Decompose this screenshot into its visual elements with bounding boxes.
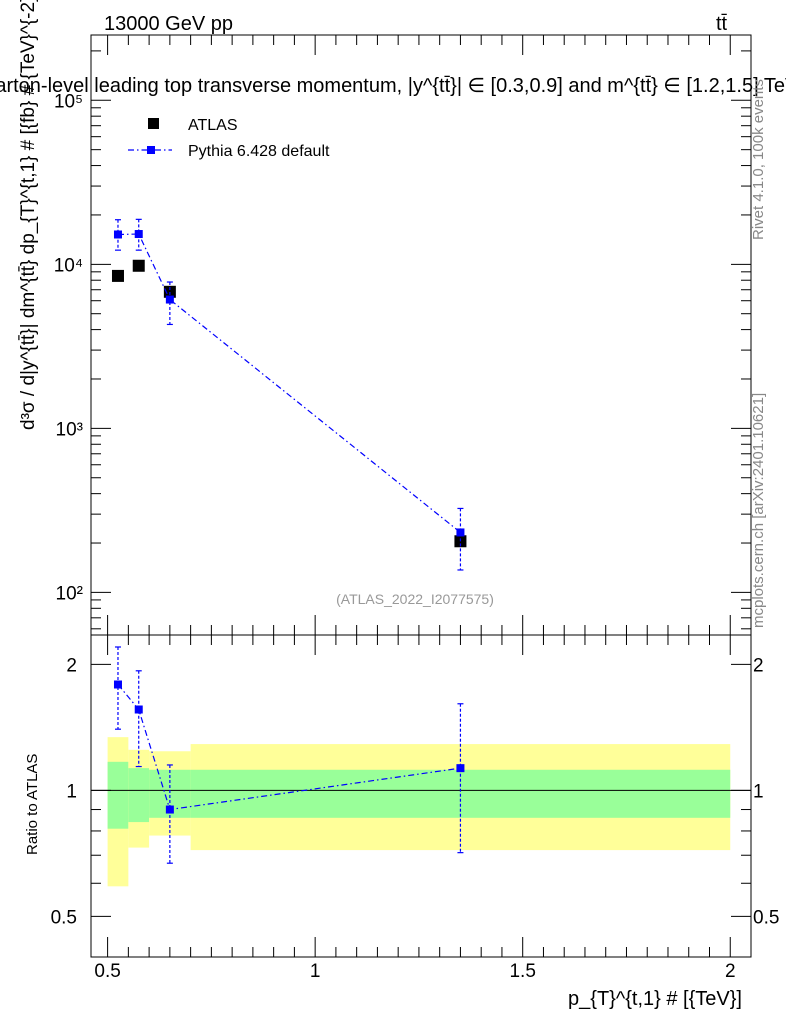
ratio-point (456, 764, 465, 773)
atlas-point (132, 259, 145, 272)
x-axis-title: p_{T}^{t,1} # [{TeV}] (568, 988, 742, 1010)
ratio-uncertainty-bands (107, 737, 731, 887)
legend: ATLAS Pythia 6.428 default (128, 117, 330, 160)
ratio-tick-label-left: 0.5 (51, 907, 77, 928)
rivet-label: Rivet 4.1.0, 100k events (750, 79, 767, 240)
process-label: tt̄ (716, 13, 728, 35)
analysis-watermark: (ATLAS_2022_I2077575) (336, 591, 494, 607)
x-tick-label: 1 (310, 961, 321, 982)
ratio-tick-label-right: 2 (753, 655, 764, 676)
pythia-point (134, 230, 143, 239)
pythia-point (113, 230, 122, 239)
ratio-tick-label-right: 1 (753, 781, 764, 802)
ratio-tick-label-right: 0.5 (753, 907, 779, 928)
green-band-1 (128, 768, 150, 823)
ratio-point (165, 805, 174, 814)
x-tick-label: 1.5 (509, 961, 535, 982)
legend-pythia-marker (147, 146, 155, 154)
ratio-tick-label-left: 2 (66, 655, 77, 676)
atlas-point (163, 285, 176, 298)
main-series-group (111, 218, 467, 571)
ratio-axis-ticks: 0.5 0.5 1 1 2 2 (51, 655, 779, 958)
energy-label: 13000 GeV pp (104, 13, 233, 35)
pythia-point (456, 528, 465, 537)
main-tick-label: 10³ (56, 419, 83, 440)
ratio-point (134, 705, 143, 714)
legend-pythia-label: Pythia 6.428 default (188, 143, 330, 160)
ratio-series-group (113, 646, 465, 864)
main-tick-label: 10⁴ (54, 255, 83, 276)
mcplots-label: mcplots.cern.ch [arXiv:2401.10621] (750, 393, 767, 628)
y-axis-title-main: d³σ / d|y^{tt̄}| dm^{tt̄} dp_{T}^{t,1} #… (18, 0, 39, 430)
main-axis-ticks: 10² 10³ 10⁴ 10⁵ (54, 50, 751, 630)
x-axis-ticks: 0.5 1 1.5 2 (94, 35, 752, 982)
ratio-plot-frame (90, 634, 752, 958)
atlas-point (111, 269, 124, 282)
y-axis-title-ratio: Ratio to ATLAS (24, 754, 41, 855)
plot-title: Parton-level leading top transverse mome… (0, 75, 786, 97)
main-tick-label: 10² (56, 583, 83, 604)
green-band-0 (107, 761, 129, 829)
legend-atlas-marker (148, 118, 159, 129)
ratio-tick-label-left: 1 (66, 781, 77, 802)
ratio-point (113, 680, 122, 689)
x-tick-label: 0.5 (94, 961, 120, 982)
main-tick-label: 10⁵ (54, 91, 83, 112)
pythia-line (117, 233, 461, 533)
legend-atlas-label: ATLAS (188, 117, 238, 134)
pythia-point (165, 295, 174, 304)
ratio-line (117, 684, 461, 811)
x-tick-label: 2 (725, 961, 736, 982)
